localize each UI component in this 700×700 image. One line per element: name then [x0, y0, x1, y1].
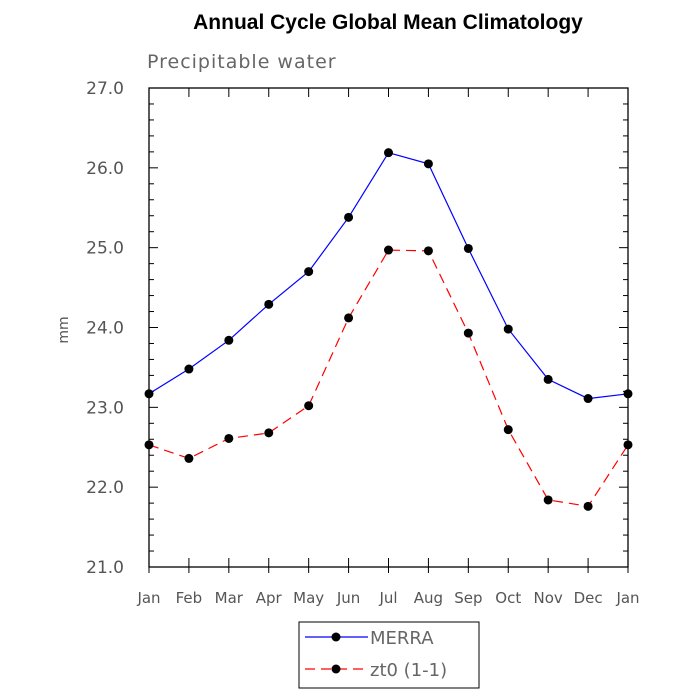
data-point-1: [463, 328, 473, 338]
x-tick-label: Feb: [176, 589, 203, 607]
data-point-1: [304, 401, 314, 411]
data-point-0: [423, 159, 433, 169]
y-axis-label: mm: [56, 316, 72, 343]
data-point-0: [623, 389, 633, 399]
data-point-1: [543, 495, 553, 505]
data-point-0: [583, 394, 593, 404]
y-tick-label: 25.0: [86, 239, 124, 259]
series-line-0: [148, 152, 629, 400]
series-group: [144, 148, 633, 511]
chart-subtitle: Precipitable water: [147, 51, 337, 73]
x-tick-label: Aug: [414, 589, 443, 607]
y-tick-label: 22.0: [86, 478, 124, 498]
y-tick-label: 24.0: [86, 319, 124, 339]
y-tick-label: 26.0: [86, 159, 124, 179]
chart-title: Annual Cycle Global Mean Climatology: [193, 11, 583, 34]
series-line-1: [148, 249, 629, 507]
data-point-0: [304, 267, 314, 277]
x-tick-label: Sep: [454, 589, 482, 607]
x-tick-label: Jan: [136, 589, 160, 607]
y-tick-label: 21.0: [86, 558, 124, 578]
axes: 21.0 22.0 23.0 24.0 25.0 26.0 27.0 Jan Feb Mar Apr…: [86, 79, 639, 607]
data-point-0: [144, 389, 154, 399]
data-point-1: [623, 440, 633, 450]
data-point-1: [384, 245, 393, 255]
data-point-0: [543, 374, 553, 384]
data-point-0: [344, 212, 354, 222]
plot-frame: [148, 87, 629, 568]
y-tick-label: 27.0: [86, 79, 124, 99]
data-point-0: [184, 364, 194, 374]
x-tick-label: Jan: [615, 589, 639, 607]
x-tick-label: Mar: [215, 589, 244, 607]
x-tick-label: May: [293, 589, 324, 607]
legend-marker-zt0: [331, 664, 341, 674]
y-tick-label: 23.0: [86, 398, 124, 418]
data-point-1: [224, 433, 234, 443]
x-tick-label: Oct: [495, 589, 521, 607]
data-point-1: [264, 428, 274, 438]
data-point-1: [344, 313, 354, 323]
data-point-1: [503, 425, 513, 435]
data-point-0: [384, 148, 393, 158]
legend-marker-merra: [331, 632, 341, 642]
x-tick-label: Jul: [378, 589, 397, 607]
data-point-1: [423, 246, 433, 256]
data-point-0: [503, 324, 513, 334]
data-point-1: [583, 501, 593, 511]
data-point-1: [184, 453, 194, 463]
data-point-0: [463, 243, 473, 253]
data-point-1: [144, 440, 154, 450]
legend-label-merra: MERRA: [370, 628, 434, 649]
legend-label-zt0: zt0 (1-1): [370, 660, 447, 681]
x-tick-label: Nov: [534, 589, 563, 607]
x-tick-label: Apr: [256, 589, 283, 607]
x-tick-label: Jun: [336, 589, 360, 607]
data-point-0: [264, 299, 274, 309]
legend-box: [298, 621, 480, 689]
legend: MERRA zt0 (1-1): [298, 621, 480, 689]
data-point-0: [224, 335, 234, 345]
x-tick-label: Dec: [574, 589, 603, 607]
